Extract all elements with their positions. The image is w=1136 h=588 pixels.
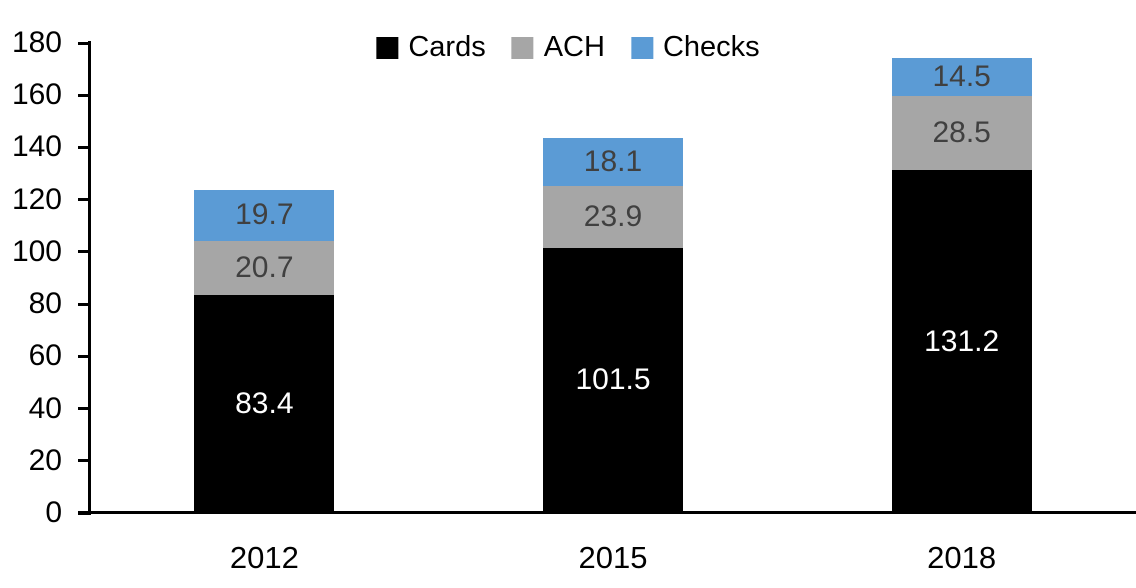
y-axis-tick: [78, 41, 90, 45]
bar-segment-ach: 28.5: [891, 96, 1032, 171]
bar-segment-cards: 83.4: [194, 295, 335, 513]
legend-swatch-icon: [511, 36, 534, 59]
y-axis-label: 160: [11, 78, 62, 112]
x-axis-category-label: 2012: [229, 540, 299, 575]
y-axis-tick: [78, 302, 90, 306]
y-axis-label: 60: [28, 339, 62, 373]
y-axis-label: 0: [45, 496, 62, 529]
y-axis-tick: [78, 93, 90, 97]
bar-segment-value-label: 23.9: [583, 199, 643, 233]
y-axis-line: [88, 41, 91, 515]
legend-item-cards: Cards: [376, 31, 486, 63]
bar-segment-cards: 131.2: [891, 170, 1032, 513]
y-axis-label: 140: [11, 130, 62, 164]
legend-label: Cards: [408, 31, 486, 63]
bar-segment-ach: 20.7: [194, 241, 335, 296]
bar-segment-cards: 101.5: [543, 247, 683, 513]
chart-legend: Cards ACH Checks: [376, 31, 760, 63]
bar-segment-value-label: 18.1: [583, 144, 643, 178]
legend-swatch-icon: [376, 36, 399, 59]
y-axis-label: 120: [11, 182, 62, 216]
y-axis-tick: [78, 198, 90, 202]
y-axis-label: 20: [28, 443, 62, 477]
y-axis-label: 40: [28, 391, 62, 425]
bar-segment-value-label: 28.5: [932, 116, 991, 150]
bar-segment-value-label: 14.5: [932, 60, 991, 94]
legend-swatch-icon: [630, 36, 653, 59]
bar-segment-value-label: 20.7: [235, 251, 294, 285]
legend-item-checks: Checks: [630, 31, 760, 63]
y-axis-label: 100: [11, 234, 62, 268]
bar-segment-value-label: 19.7: [235, 198, 294, 232]
y-axis-label: 180: [11, 26, 62, 59]
x-axis-category-label: 2015: [578, 540, 648, 575]
y-axis-tick: [78, 459, 90, 463]
legend-item-ach: ACH: [511, 31, 605, 63]
bar-segment-checks: 19.7: [194, 189, 335, 242]
x-axis-category-label: 2018: [927, 540, 997, 575]
y-axis-tick: [78, 250, 90, 254]
bar-segment-checks: 18.1: [543, 138, 683, 186]
legend-label: ACH: [543, 31, 605, 63]
bar-segment-checks: 14.5: [891, 58, 1032, 96]
legend-label: Checks: [662, 31, 760, 63]
y-axis-tick: [78, 407, 90, 411]
bar-segment-value-label: 131.2: [924, 324, 1000, 358]
bar-segment-ach: 23.9: [543, 185, 683, 248]
y-axis-tick: [78, 354, 90, 358]
bar-segment-value-label: 83.4: [235, 387, 294, 421]
y-axis-tick: [78, 145, 90, 149]
y-axis-label: 80: [28, 287, 62, 321]
bar-segment-value-label: 101.5: [575, 363, 651, 397]
